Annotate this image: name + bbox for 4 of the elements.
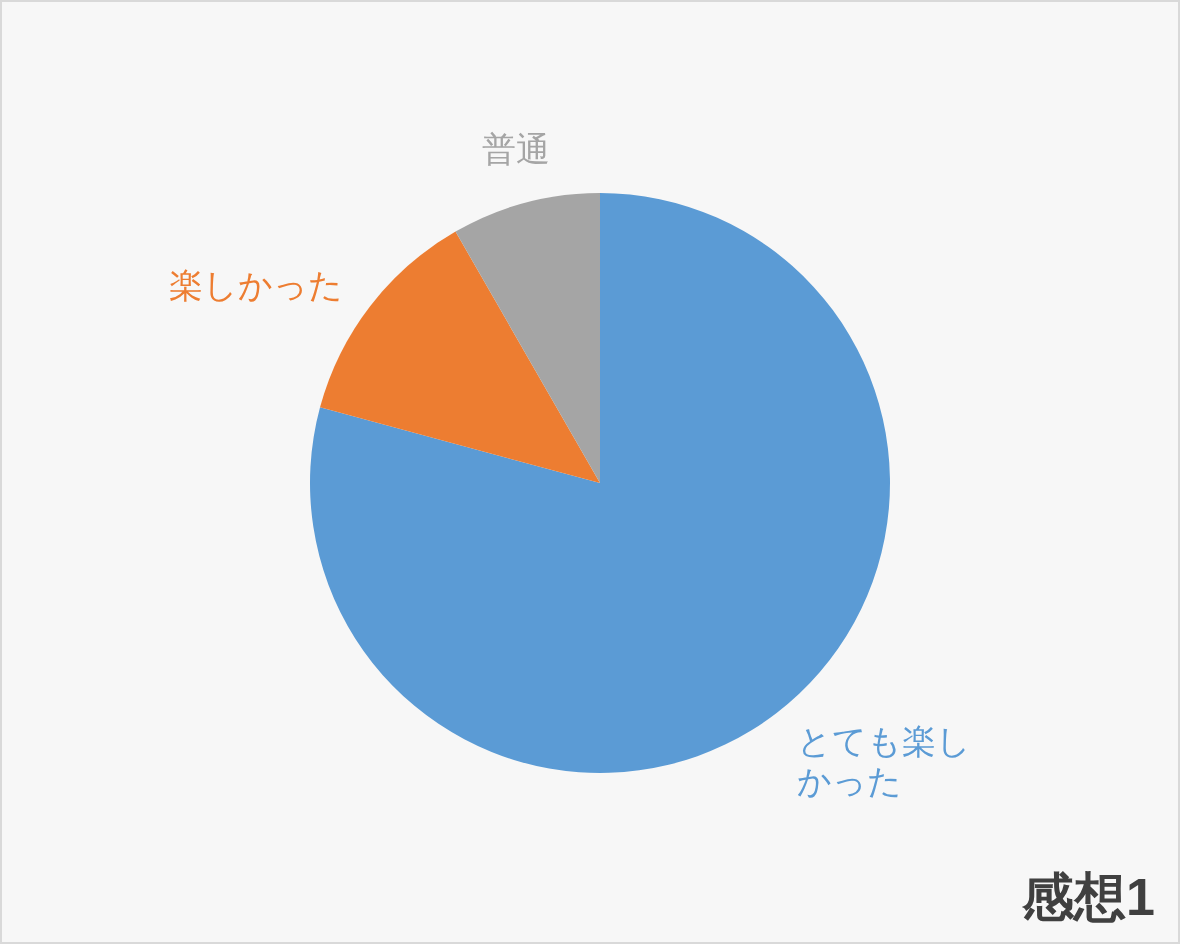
slice-label: 楽しかった bbox=[168, 265, 343, 304]
slice-label: 普通 bbox=[482, 130, 551, 169]
slice-label: とても楽しかった bbox=[797, 721, 972, 800]
text: 感想1 bbox=[1021, 868, 1155, 926]
